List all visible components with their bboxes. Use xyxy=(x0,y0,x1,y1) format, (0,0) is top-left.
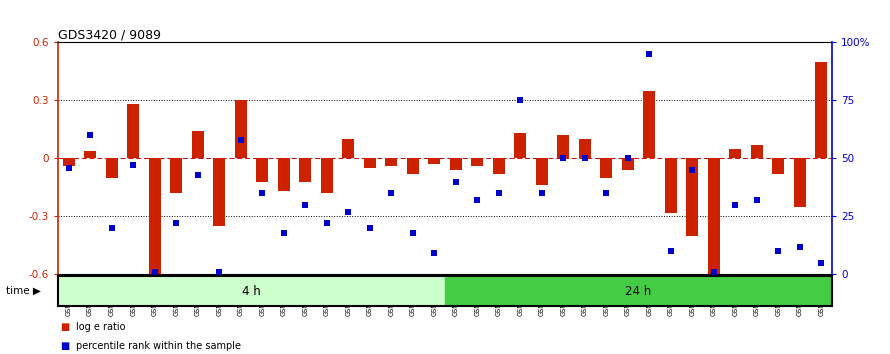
Bar xyxy=(256,158,268,182)
Bar xyxy=(278,158,289,191)
Point xyxy=(491,190,506,196)
Bar xyxy=(170,158,182,193)
Point xyxy=(535,190,549,196)
Text: ■: ■ xyxy=(61,322,69,332)
Point xyxy=(556,155,570,161)
Point xyxy=(427,251,441,256)
Text: time ▶: time ▶ xyxy=(6,286,41,296)
Bar xyxy=(601,158,612,178)
Text: ■: ■ xyxy=(61,341,69,351)
Point xyxy=(148,269,162,275)
Bar xyxy=(320,158,333,193)
Bar xyxy=(62,158,75,166)
Bar xyxy=(514,133,526,158)
Point xyxy=(620,155,635,161)
Bar xyxy=(149,158,160,278)
Bar xyxy=(536,158,547,185)
Bar xyxy=(751,145,763,158)
Text: percentile rank within the sample: percentile rank within the sample xyxy=(76,341,240,351)
Point xyxy=(83,132,97,138)
Bar xyxy=(493,158,505,174)
Point xyxy=(298,202,312,207)
Point xyxy=(728,202,742,207)
Point xyxy=(643,51,657,57)
Bar xyxy=(364,158,376,168)
Point xyxy=(793,244,807,249)
Point xyxy=(104,225,118,231)
Bar xyxy=(428,158,441,164)
Point xyxy=(190,172,205,177)
Point xyxy=(470,197,484,203)
Point xyxy=(514,98,528,103)
Bar xyxy=(730,149,741,158)
Bar xyxy=(708,158,720,278)
Point xyxy=(255,190,270,196)
Bar xyxy=(773,158,784,174)
Bar xyxy=(643,91,655,158)
Bar xyxy=(622,158,634,170)
Point xyxy=(406,230,420,235)
Bar xyxy=(106,158,117,178)
Text: 4 h: 4 h xyxy=(242,285,261,298)
Bar xyxy=(385,158,397,166)
Bar xyxy=(815,62,828,158)
Point xyxy=(362,225,376,231)
Point xyxy=(578,155,592,161)
Point xyxy=(814,260,829,266)
Bar xyxy=(127,104,139,158)
Bar xyxy=(578,139,591,158)
Bar xyxy=(665,158,676,212)
Point xyxy=(664,248,678,254)
Point xyxy=(169,221,183,226)
Point xyxy=(277,230,291,235)
Point xyxy=(707,269,721,275)
Point xyxy=(685,167,700,173)
Text: 24 h: 24 h xyxy=(626,285,651,298)
Bar xyxy=(235,101,247,158)
Bar xyxy=(449,158,462,170)
Point xyxy=(599,190,613,196)
Bar xyxy=(85,151,96,158)
Bar xyxy=(557,135,570,158)
Bar xyxy=(299,158,312,182)
Point xyxy=(233,137,247,143)
Bar xyxy=(191,131,204,158)
Point xyxy=(384,190,399,196)
Point xyxy=(212,269,226,275)
Bar xyxy=(686,158,699,236)
Bar xyxy=(472,158,483,166)
Point xyxy=(126,162,141,168)
Point xyxy=(61,165,76,171)
Point xyxy=(341,209,355,215)
Text: log e ratio: log e ratio xyxy=(76,322,125,332)
Bar xyxy=(214,158,225,226)
Point xyxy=(749,197,764,203)
Bar xyxy=(794,158,805,207)
Bar xyxy=(343,139,354,158)
Point xyxy=(772,248,786,254)
Point xyxy=(449,179,463,184)
Bar xyxy=(407,158,418,174)
Text: GDS3420 / 9089: GDS3420 / 9089 xyxy=(58,28,161,41)
Point xyxy=(320,221,334,226)
